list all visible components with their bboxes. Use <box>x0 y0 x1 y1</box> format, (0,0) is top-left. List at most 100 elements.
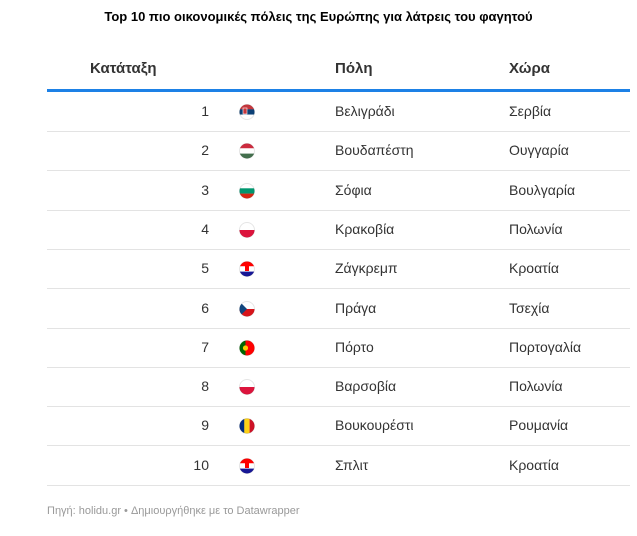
header-rank: Κατάταξη <box>90 60 157 77</box>
flag-part <box>242 107 248 115</box>
flag-part <box>239 193 255 199</box>
table-row: 4 Κρακοβία Πολωνία <box>47 210 630 250</box>
rank: 5 <box>201 260 209 277</box>
flag-icon <box>239 261 255 278</box>
country: Ουγγαρία <box>509 142 569 159</box>
flag-outline <box>239 300 255 317</box>
flag-part <box>239 379 255 388</box>
city: Σόφια <box>335 181 372 198</box>
flag-part <box>239 183 255 188</box>
flag-outline <box>239 379 255 396</box>
city: Πράγα <box>335 299 377 316</box>
flag-icon <box>239 300 255 317</box>
flag-icon <box>239 143 255 160</box>
flag-icon <box>239 104 255 120</box>
country: Πολωνία <box>509 220 563 237</box>
country: Κροατία <box>509 456 559 473</box>
rank: 9 <box>201 417 209 434</box>
flag-part <box>239 458 255 464</box>
city: Βελιγράδι <box>335 103 395 119</box>
flag-part <box>239 261 255 267</box>
rank: 3 <box>201 181 209 198</box>
country: Ρουμανία <box>509 417 569 434</box>
city: Βαρσοβία <box>335 378 397 395</box>
rank: 7 <box>201 338 209 355</box>
flag-part <box>249 418 255 434</box>
rank: 2 <box>201 142 209 159</box>
flag-outline <box>239 261 255 278</box>
country: Σερβία <box>509 103 552 119</box>
flag-outline <box>239 104 255 120</box>
flag-part <box>239 340 246 356</box>
flag-part <box>239 229 255 238</box>
flag-part <box>239 308 255 316</box>
flag-part <box>245 462 249 468</box>
country: Πορτογαλία <box>509 338 582 355</box>
rank: 10 <box>193 456 209 473</box>
header-country: Χώρα <box>509 60 550 77</box>
flag-part <box>239 468 255 474</box>
table-row: 3 Σόφια Βουλγαρία <box>47 171 630 211</box>
flag-outline <box>239 418 255 435</box>
flag-outline <box>239 182 255 199</box>
country: Κροατία <box>509 260 559 277</box>
flag-part <box>239 418 245 434</box>
rank: 1 <box>201 103 209 119</box>
flag-part <box>239 187 255 194</box>
rank: 6 <box>201 299 209 316</box>
flag <box>239 183 255 199</box>
rank: 4 <box>201 220 209 237</box>
flag-icon <box>239 221 255 238</box>
table-row: 7 Πόρτο Πορτογαλία <box>47 328 630 368</box>
table-row: 5 Ζάγκρεμπ Κροατία <box>47 249 630 290</box>
flag-icon <box>239 379 255 396</box>
flag-part <box>242 345 249 351</box>
country: Βουλγαρία <box>509 181 576 198</box>
city: Κρακοβία <box>335 220 395 237</box>
flag <box>239 222 255 238</box>
flag-outline <box>239 143 255 160</box>
flag-part <box>239 387 255 395</box>
table-row: 2 Βουδαπέστη Ουγγαρία <box>47 131 630 172</box>
flag-part <box>239 114 255 120</box>
flag-icon <box>239 339 255 356</box>
flag <box>239 143 255 159</box>
flag-part <box>239 148 255 154</box>
table-row: 6 Πράγα Τσεχία <box>47 289 630 329</box>
country: Τσεχία <box>509 299 550 316</box>
flag-part <box>239 153 255 159</box>
city: Σπλιτ <box>335 456 369 473</box>
flag-part <box>239 104 255 110</box>
flag-outline <box>239 339 255 356</box>
rank: 8 <box>201 378 209 395</box>
flag <box>239 340 255 356</box>
flag-outline <box>239 221 255 238</box>
flag-part <box>239 301 247 316</box>
flag-outline <box>239 457 255 474</box>
flag-part <box>245 266 249 272</box>
footer: Πηγή: holidu.gr • Δημιουργήθηκε με το Da… <box>47 505 300 517</box>
flag <box>239 104 255 120</box>
flag-part <box>239 143 255 149</box>
flag <box>239 418 255 434</box>
flag-icon <box>239 182 255 199</box>
table-row: 10 Σπλιτ Κροατία <box>47 446 630 486</box>
city: Βουκουρέστι <box>335 417 414 434</box>
city: Πόρτο <box>335 338 374 355</box>
flag-part <box>239 222 255 230</box>
flag-icon <box>239 418 255 435</box>
flag-part <box>244 418 250 434</box>
table-row: 9 Βουκουρέστι Ρουμανία <box>47 406 630 447</box>
city: Βουδαπέστη <box>335 142 414 159</box>
table-row: 1 Βελιγράδι Σερβία <box>47 92 630 132</box>
flag <box>239 458 255 474</box>
city: Ζάγκρεμπ <box>335 260 398 277</box>
flag-part <box>239 301 255 309</box>
title: Top 10 πιο οικονομικές πόλεις της Ευρώπη… <box>104 9 533 24</box>
header-city: Πόλη <box>335 60 373 77</box>
flag <box>239 261 255 277</box>
flag-icon <box>239 457 255 474</box>
flag-part <box>245 340 255 356</box>
header-rule <box>47 89 630 92</box>
